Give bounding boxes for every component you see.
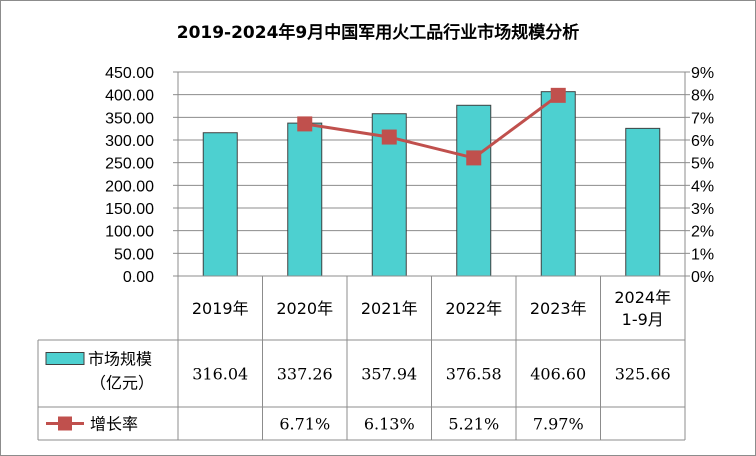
y-tick-label: 350.00 (105, 110, 154, 127)
chart-title: 2019-2024年9月中国军用火工品行业市场规模分析 (177, 22, 580, 43)
x-tick-label: 2021年 (361, 299, 418, 318)
grid-layer (178, 71, 685, 254)
bar (287, 122, 323, 277)
legend-label-bar: 市场规模 (88, 350, 152, 369)
x-tick-label: 2024年 (614, 288, 671, 307)
y-tick-label: 150.00 (105, 201, 154, 218)
y-tick-label: 0.00 (123, 269, 154, 286)
y2-tick-label: 8% (691, 88, 714, 105)
data-label-bar: 316.04 (192, 365, 248, 384)
legend-key-marker (58, 416, 72, 431)
legend-label-bar: （亿元） (90, 374, 154, 393)
line-layer (297, 87, 566, 166)
data-label-line: 6.13% (364, 415, 415, 434)
data-label-bar: 376.58 (446, 365, 502, 384)
growth-line (304, 94, 560, 160)
growth-point (550, 87, 566, 103)
bar-layer (202, 91, 661, 277)
data-label-bar: 406.60 (530, 365, 586, 384)
data-label-line: 5.21% (448, 415, 499, 434)
y2-tick-label: 2% (691, 224, 714, 241)
legend-key-bar (45, 352, 85, 365)
y2-tick-label: 1% (691, 246, 714, 263)
y2-tick-label: 7% (691, 110, 714, 127)
y-tick-label: 400.00 (105, 88, 154, 105)
data-label-line: 7.97% (533, 415, 584, 434)
y2-tick-label: 0% (691, 269, 714, 286)
y2-tick-label: 4% (691, 178, 714, 195)
bar (540, 91, 576, 277)
y-tick-label: 300.00 (105, 133, 154, 150)
y-tick-label: 50.00 (114, 246, 154, 263)
y-tick-label: 200.00 (105, 178, 154, 195)
growth-point (381, 129, 397, 145)
y2-tick-label: 5% (691, 156, 714, 173)
data-label-bar: 357.94 (361, 365, 417, 384)
x-tick-label: 2022年 (445, 299, 502, 318)
legend-label-line: 增长率 (90, 415, 138, 434)
data-label-bar: 337.26 (277, 365, 333, 384)
y2-tick-label: 6% (691, 133, 714, 150)
x-tick-label: 2019年 (192, 299, 249, 318)
x-tick-label: 2020年 (276, 299, 333, 318)
growth-point (466, 150, 482, 166)
x-tick-label: 1-9月 (622, 310, 664, 329)
growth-point (297, 116, 313, 132)
bar (202, 132, 238, 277)
x-tick-label: 2023年 (530, 299, 587, 318)
y2-tick-label: 3% (691, 201, 714, 218)
y-tick-label: 450.00 (105, 65, 154, 82)
bar (456, 104, 492, 277)
axis-layer: 0.00 50.00 100.00 150.00 200.00 250.00 300.00 3… (105, 65, 714, 286)
y2-tick-label: 9% (691, 65, 714, 82)
data-label-line: 6.71% (279, 415, 330, 434)
bar (625, 127, 661, 277)
data-label-bar: 325.66 (615, 365, 671, 384)
y-tick-label: 250.00 (105, 156, 154, 173)
y-tick-label: 100.00 (105, 224, 154, 241)
